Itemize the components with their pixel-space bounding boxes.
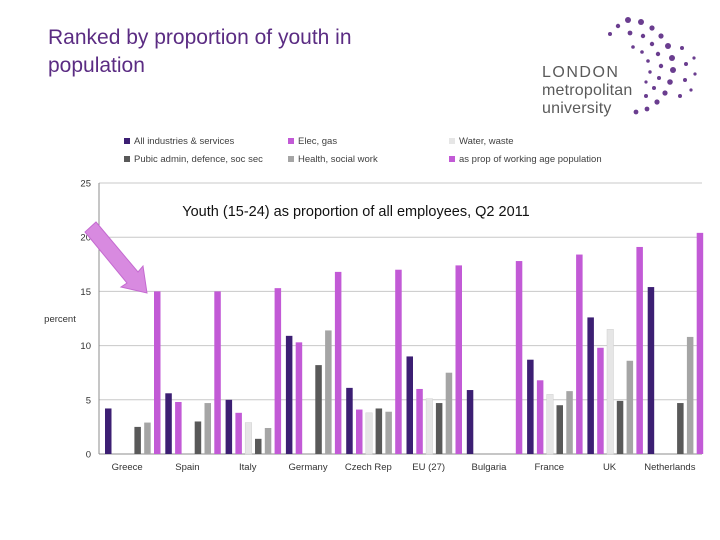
bar bbox=[556, 405, 563, 454]
legend-item: Elec, gas bbox=[288, 136, 337, 147]
x-category-label: Czech Rep bbox=[345, 462, 392, 473]
legend-swatch-icon bbox=[449, 156, 455, 163]
legend-swatch-icon bbox=[124, 156, 130, 163]
bar bbox=[264, 427, 272, 454]
bar bbox=[636, 246, 643, 454]
bar bbox=[527, 359, 534, 454]
bar bbox=[566, 391, 573, 454]
bar bbox=[194, 421, 202, 454]
bar bbox=[626, 360, 634, 454]
bar bbox=[647, 287, 655, 454]
legend-label: Elec, gas bbox=[298, 136, 338, 147]
x-category-label: Germany bbox=[289, 462, 328, 473]
bar bbox=[225, 399, 233, 454]
legend-label: Health, social work bbox=[298, 154, 378, 165]
y-tick-label: 5 bbox=[86, 395, 91, 406]
bar bbox=[416, 388, 423, 454]
bar bbox=[274, 288, 282, 454]
bar bbox=[385, 411, 392, 454]
bar bbox=[346, 387, 353, 454]
legend-label: Pubic admin, defence, soc sec bbox=[134, 154, 263, 165]
legend-item: Water, waste bbox=[449, 136, 514, 147]
x-category-label: Netherlands bbox=[644, 462, 695, 473]
bar bbox=[144, 422, 151, 454]
bar bbox=[536, 380, 544, 454]
logo-line-2: metropolitan bbox=[542, 82, 633, 99]
y-tick-label: 10 bbox=[80, 341, 91, 352]
logo-wordmark: LONDON metropolitan university bbox=[542, 64, 652, 118]
bar bbox=[395, 269, 402, 454]
y-axis-label: percent bbox=[44, 314, 76, 325]
x-category-label: Bulgaria bbox=[472, 462, 508, 473]
x-axis-categories: Greece Spain Italy Germany Czech Rep EU (27) B… bbox=[112, 462, 696, 473]
bars bbox=[105, 232, 704, 455]
legend-item: Pubic admin, defence, soc sec bbox=[124, 154, 263, 165]
legend-swatch-icon bbox=[449, 138, 455, 145]
legend-swatch-icon bbox=[124, 138, 130, 145]
bar bbox=[425, 398, 433, 455]
bar bbox=[285, 335, 293, 454]
bar bbox=[295, 342, 303, 454]
bar bbox=[546, 394, 554, 455]
legend-item: Health, social work bbox=[288, 154, 378, 165]
bar bbox=[235, 412, 242, 454]
x-category-label: Greece bbox=[112, 462, 143, 473]
x-category-label: Spain bbox=[175, 462, 199, 473]
bar bbox=[597, 347, 604, 454]
bar bbox=[244, 422, 252, 455]
bar bbox=[214, 291, 221, 454]
bar bbox=[165, 393, 172, 454]
slide-title: Ranked by proportion of youth in populat… bbox=[48, 26, 352, 77]
x-category-label: UK bbox=[603, 462, 617, 473]
bar bbox=[134, 426, 141, 454]
bar bbox=[255, 438, 262, 454]
bar bbox=[154, 291, 161, 454]
legend-item: as prop of working age population bbox=[449, 154, 602, 165]
university-logo: LONDON metropolitan university bbox=[540, 14, 716, 126]
y-axis-ticks: 0 5 10 15 20 25 bbox=[80, 179, 91, 461]
highlight-arrow-icon bbox=[84, 221, 148, 294]
bar bbox=[677, 403, 684, 454]
legend-swatch-icon bbox=[288, 156, 294, 163]
bar bbox=[315, 365, 322, 454]
y-tick-label: 25 bbox=[80, 179, 91, 190]
bar bbox=[356, 409, 363, 454]
legend-item: All industries & services bbox=[124, 136, 234, 147]
legend-label: Water, waste bbox=[459, 136, 514, 147]
bar bbox=[616, 400, 624, 454]
bar bbox=[606, 329, 614, 455]
y-tick-label: 0 bbox=[86, 450, 91, 461]
logo-line-1: LONDON bbox=[542, 64, 620, 81]
bar bbox=[576, 254, 583, 454]
x-category-label: EU (27) bbox=[412, 462, 445, 473]
logo-dots-icon bbox=[608, 17, 697, 115]
bar bbox=[325, 330, 332, 454]
bar bbox=[375, 408, 383, 454]
bar bbox=[365, 412, 373, 455]
bar bbox=[455, 265, 462, 454]
bar bbox=[515, 261, 523, 454]
legend-label: All industries & services bbox=[134, 136, 235, 147]
bar bbox=[105, 408, 112, 454]
x-category-label: France bbox=[534, 462, 564, 473]
bar bbox=[686, 336, 694, 454]
chart-title: Youth (15-24) as proportion of all emplo… bbox=[182, 204, 529, 220]
bar bbox=[466, 390, 474, 454]
bar bbox=[445, 372, 453, 454]
bar bbox=[406, 356, 413, 454]
legend-swatch-icon bbox=[288, 138, 294, 145]
bar bbox=[587, 317, 594, 454]
bar bbox=[334, 271, 342, 454]
x-category-label: Italy bbox=[239, 462, 257, 473]
logo-line-3: university bbox=[542, 100, 612, 117]
bar bbox=[696, 232, 704, 454]
y-tick-label: 20 bbox=[80, 233, 91, 244]
bar bbox=[435, 403, 443, 454]
bar bbox=[204, 403, 211, 454]
y-tick-label: 15 bbox=[80, 287, 91, 298]
legend-label: as prop of working age population bbox=[459, 154, 602, 165]
bar bbox=[175, 401, 182, 454]
